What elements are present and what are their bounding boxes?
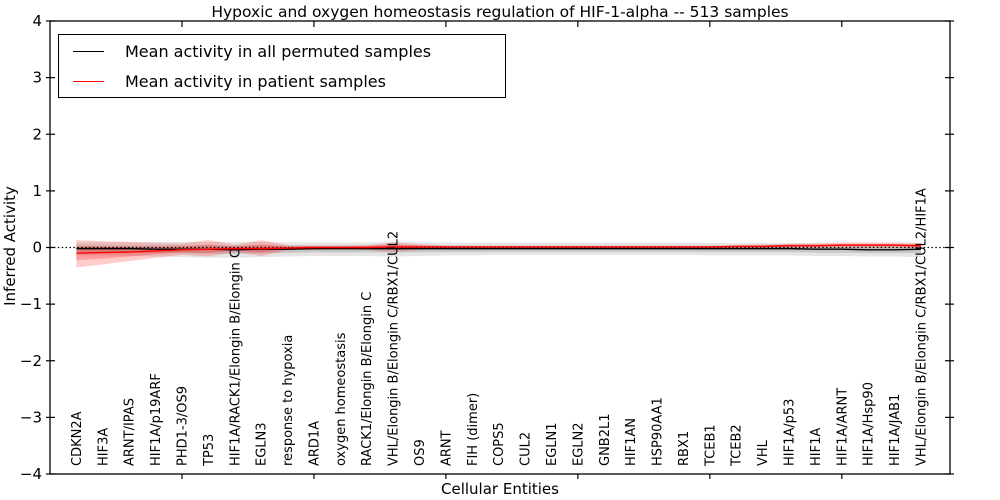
y-tick-label: −1 xyxy=(20,295,42,313)
entity-label: TCEB2 xyxy=(730,424,745,467)
y-tick-label: 4 xyxy=(32,12,42,30)
entity-label: COPS5 xyxy=(492,422,507,466)
x-axis-label: Cellular Entities xyxy=(441,480,559,498)
entity-label: RACK1/Elongin B/Elongin C xyxy=(360,292,375,466)
entity-label: FIH (dimer) xyxy=(466,393,481,466)
entity-label: HSP90AA1 xyxy=(651,397,666,466)
y-tick-label: 3 xyxy=(32,69,42,87)
patient-line-sample xyxy=(73,80,104,82)
entity-label: ARNT xyxy=(439,430,454,466)
entity-label: HIF1A/JAB1 xyxy=(888,394,903,466)
entity-label: VHL/Elongin B/Elongin C/RBX1/CUL2 xyxy=(387,231,402,466)
entity-label: ARNT/IPAS xyxy=(123,398,138,466)
entity-label: HIF1A/RACK1/Elongin B/Elongin C xyxy=(228,249,243,466)
entity-label: VHL/Elongin B/Elongin C/RBX1/CUL2/HIF1A xyxy=(914,188,929,466)
permuted-line-sample xyxy=(73,50,104,52)
entity-label: RBX1 xyxy=(677,431,692,466)
entity-label: HIF1A/ARNT xyxy=(835,388,850,466)
entity-label: ARD1A xyxy=(307,421,322,466)
legend: Mean activity in all permuted samples Me… xyxy=(58,34,506,98)
entity-label: HIF1A/Hsp90 xyxy=(862,382,877,466)
entity-label: HIF1A/p19ARF xyxy=(149,373,164,466)
entity-label: TP53 xyxy=(202,434,217,467)
entity-label: GNB2L1 xyxy=(598,413,613,466)
entity-label: OS9 xyxy=(413,439,428,466)
chart-title: Hypoxic and oxygen homeostasis regulatio… xyxy=(211,3,789,21)
entity-label: EGLN2 xyxy=(571,422,586,466)
entity-label: HIF1AN xyxy=(624,418,639,466)
entity-label: PHD1-3/OS9 xyxy=(175,386,190,466)
legend-entry-permuted: Mean activity in all permuted samples xyxy=(59,36,505,66)
entity-label: CUL2 xyxy=(519,432,534,466)
entity-label: VHL xyxy=(756,439,771,466)
entity-label: EGLN1 xyxy=(545,422,560,466)
y-tick-label: −2 xyxy=(20,352,42,370)
legend-label-patient: Mean activity in patient samples xyxy=(125,71,386,91)
entity-label: HIF1A/p53 xyxy=(783,399,798,466)
permuted-band-outer xyxy=(76,241,921,258)
legend-entry-patient: Mean activity in patient samples xyxy=(59,66,505,96)
entity-label: EGLN3 xyxy=(255,422,270,466)
entity-label: HIF3A xyxy=(96,428,111,466)
y-tick-label: 0 xyxy=(32,239,42,257)
y-tick-label: 1 xyxy=(32,182,42,200)
y-tick-label: −3 xyxy=(20,408,42,426)
entity-label: oxygen homeostasis xyxy=(334,332,349,466)
legend-label-permuted: Mean activity in all permuted samples xyxy=(125,41,432,61)
entity-label: response to hypoxia xyxy=(281,335,296,466)
entity-label: CDKN2A xyxy=(70,411,85,466)
y-tick-label: 2 xyxy=(32,125,42,143)
y-tick-label: −4 xyxy=(20,465,42,483)
patient-mean-line xyxy=(76,244,921,254)
entity-label: HIF1A xyxy=(809,428,824,466)
entity-label: TCEB1 xyxy=(703,424,718,467)
